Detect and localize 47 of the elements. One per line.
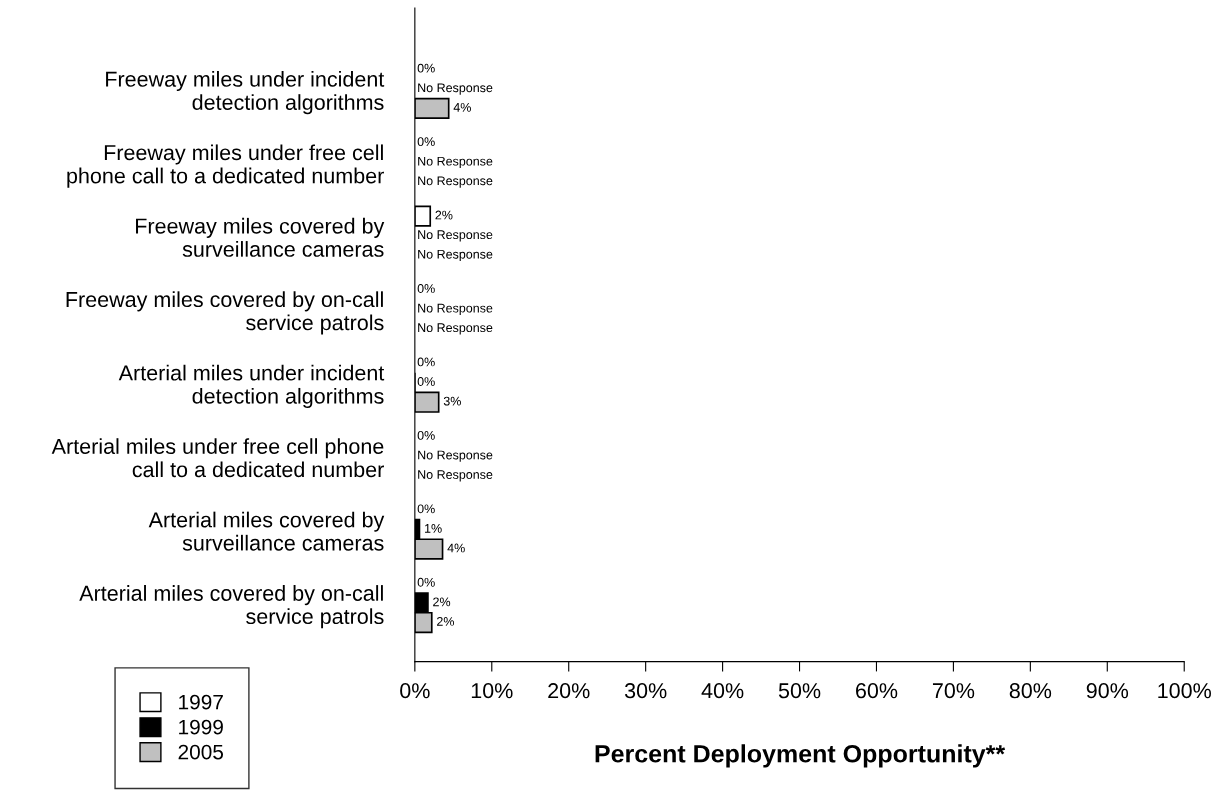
data-label: 0% [417,357,435,367]
y-tick-label: Freeway miles covered by surveillance cameras [136,217,385,257]
data-label: 3% [443,396,461,406]
text: No Response [418,470,493,482]
y-tick-label: Arterial miles under incident detection algorithms [118,364,385,409]
legend-label: 1999 [179,719,223,735]
text: No Response [418,230,493,242]
text: No Response [418,176,493,188]
x-tick-label: 10% [471,683,513,699]
data-label: 2% [433,597,451,607]
data-label: 2% [435,210,453,220]
x-tick-label: 80% [1009,683,1052,699]
x-tick-label: 70% [932,683,975,699]
text: No Response [418,303,493,315]
text: No Response [418,323,493,335]
text: No Response [418,450,493,462]
data-label: 2% [437,617,455,626]
y-tick-label: Freeway miles under incident detection algorithms [106,70,385,115]
y-tick-label: Freeway miles covered by on-call service patrols [66,291,384,335]
data-label: 4% [447,543,465,553]
data-label: 0% [417,504,435,514]
data-label: 0% [417,577,435,587]
x-tick-label: 100% [1158,683,1211,699]
y-tick-label: Arterial miles under free cell phone call to a dedicated number [51,438,384,478]
data-label: 0% [417,63,435,73]
data-label: 0% [417,137,435,147]
data-label: 0% [417,377,435,386]
y-tick-label: Freeway miles under free cell phone call to a dedicated number [67,144,384,188]
x-tick-label: 20% [548,683,590,699]
x-tick-label: 30% [624,683,667,699]
legend-label: 2005 [178,744,224,760]
data-label: 1% [425,524,442,533]
x-tick-label: 0% [400,683,430,699]
data-label: 4% [453,102,471,112]
x-tick-label: 90% [1086,683,1129,699]
legend-label: 1997 [179,694,223,710]
text: No Response [418,249,493,262]
text: No Response [418,156,493,169]
text: No Response [418,83,493,95]
x-tick-label: 60% [856,683,898,699]
x-tick-label: 40% [701,683,744,699]
x-axis-title: Percent Deployment Opportunity** [595,744,1006,768]
x-tick-label: 50% [778,683,821,699]
y-tick-label: Arterial miles covered by surveillance cameras [148,511,385,551]
data-label: 0% [417,430,435,440]
y-tick-label: Arterial miles covered by on-call service patrols [79,585,384,629]
data-label: 0% [417,284,435,293]
